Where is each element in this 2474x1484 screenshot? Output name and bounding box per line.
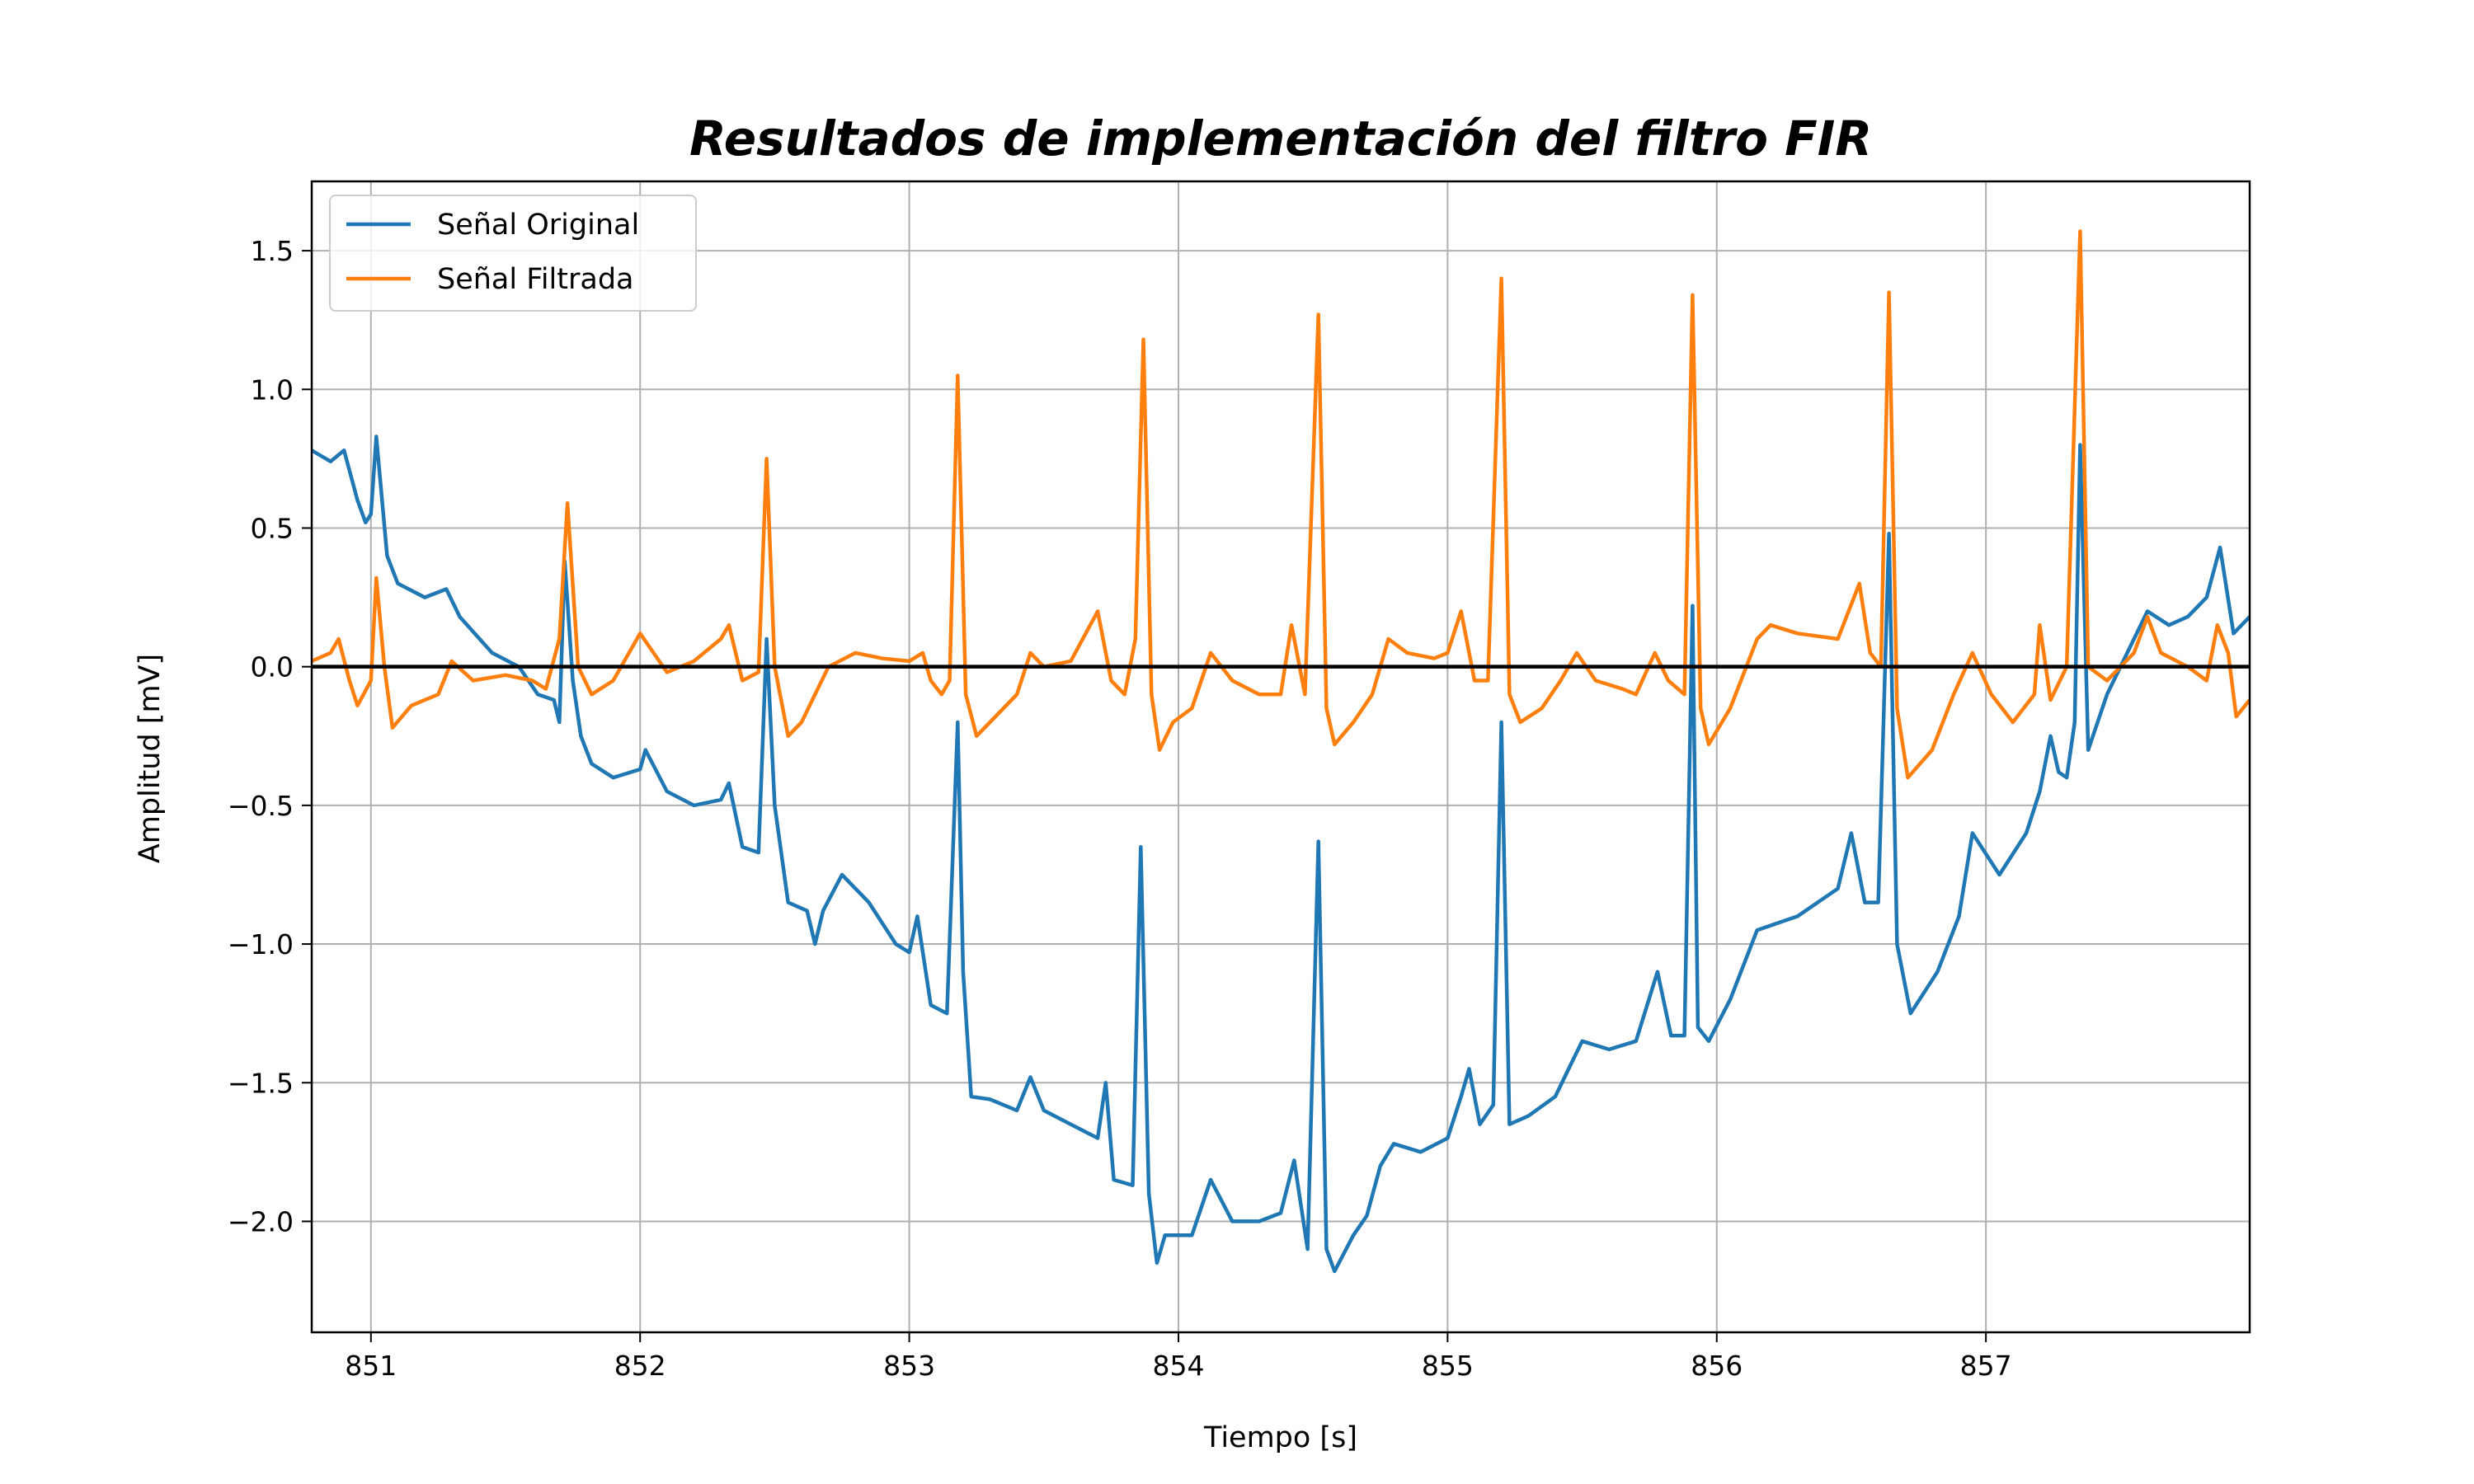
x-tick-label: 851 [345, 1350, 397, 1382]
x-tick-label: 856 [1691, 1350, 1743, 1382]
x-tick-label: 857 [1960, 1350, 2012, 1382]
chart-title: Resultados de implementación del filtro … [689, 110, 1872, 167]
x-axis-ticks: 851 852 853 854 855 856 857 [345, 1332, 2012, 1382]
y-tick-label: −0.5 [228, 790, 294, 822]
legend-label-original: Señal Original [437, 209, 639, 242]
y-tick-label: 0.0 [251, 651, 294, 683]
series-filtered-line [311, 229, 2251, 780]
axes-frame [310, 180, 2251, 1334]
y-tick-label: −1.5 [228, 1067, 294, 1099]
x-tick-label: 852 [614, 1350, 666, 1382]
legend-box [329, 195, 697, 312]
plot-area-border [310, 180, 2251, 1334]
y-tick-label: −2.0 [228, 1205, 294, 1237]
x-tick-label: 854 [1152, 1350, 1204, 1382]
series-layer [310, 229, 2251, 1274]
legend: Señal Original Señal Filtrada [329, 195, 697, 312]
y-axis-ticks: 1.5 1.0 0.5 0.0 −0.5 −1.0 −1.5 −2.0 [228, 235, 312, 1237]
y-tick-label: 1.5 [251, 235, 294, 267]
y-tick-label: 1.0 [251, 373, 294, 406]
x-tick-label: 853 [883, 1350, 935, 1382]
x-axis-label: Tiempo [s] [1203, 1421, 1357, 1454]
x-tick-label: 855 [1422, 1350, 1474, 1382]
legend-label-filtered: Señal Filtrada [437, 263, 634, 296]
y-axis-label: Amplitud [mV] [134, 654, 167, 863]
series-original-line [310, 434, 2251, 1274]
y-tick-label: −1.0 [228, 928, 294, 960]
y-tick-label: 0.5 [251, 512, 294, 544]
